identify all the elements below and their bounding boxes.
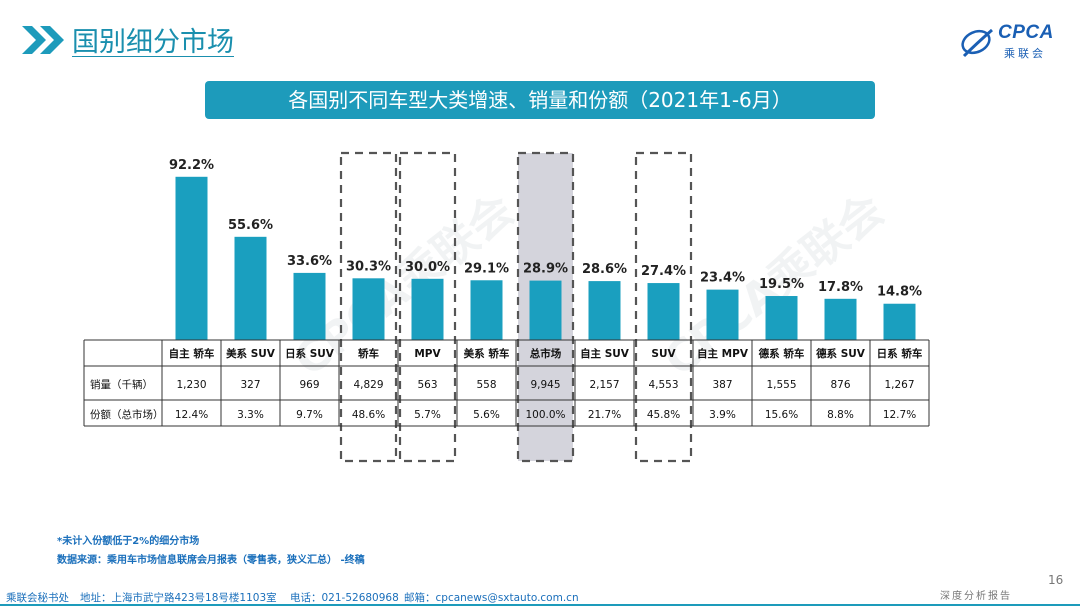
category-label: 自主 轿车 [169,347,215,360]
table-cell: 563 [417,379,437,391]
category-label: 自主 SUV [580,347,630,360]
bar [588,281,621,340]
bar-value-label: 92.2% [169,158,214,173]
bar [824,298,857,340]
bar [352,278,385,340]
table-cell: 12.4% [175,409,208,421]
table-cell: 3.3% [237,409,264,421]
report-label: 深度分析报告 [940,591,1012,602]
logo-text: CPCA [998,22,1054,43]
bar [706,289,739,340]
bar [470,280,503,340]
table-cell: 558 [476,379,496,391]
table-cell: 4,829 [353,379,383,391]
bar [529,280,562,340]
chevron-icon [22,26,64,54]
table-cell: 5.6% [473,409,500,421]
bar-value-label: 33.6% [287,254,332,269]
category-label: 德系 SUV [815,347,866,360]
category-label: 日系 SUV [285,347,335,360]
footer-org: 乘联会秘书处 [6,592,69,604]
table-row-label: 销量（千辆） [90,378,153,391]
table-cell: 21.7% [588,409,621,421]
data-table: 自主 轿车 美系 SUV 日系 SUV 轿车 MPV 美系 轿车 总市场 自主 SUV SUV 自… [83,339,930,427]
bar [411,278,444,340]
table-cell: 12.7% [883,409,916,421]
bar-value-label: 28.9% [523,262,568,277]
bar-value-label: 29.1% [464,261,509,276]
table-cell: 4,553 [648,379,678,391]
footnote-source: 数据来源：乘用车市场信息联席会月报表（零售表，狭义汇总） -终稿 [57,555,365,566]
bar-value-label: 19.5% [759,277,804,292]
table-cell: 969 [299,379,319,391]
bar-value-label: 55.6% [228,218,273,233]
table-cell: 2,157 [589,379,619,391]
table-cell: 5.7% [414,409,441,421]
table-cell: 327 [240,379,260,391]
page-title: 国别细分市场 [72,27,234,58]
logo-subtext: 乘联会 [1004,47,1046,60]
bar-value-label: 14.8% [877,285,922,300]
bar-value-label: 30.3% [346,259,391,274]
bar-value-label: 27.4% [641,264,686,279]
table-cell: 876 [830,379,850,391]
category-label: 自主 MPV [697,347,749,360]
bar [647,283,680,340]
category-label: 美系 轿车 [464,347,510,360]
bar-value-label: 17.8% [818,280,863,295]
footer-address: 地址：上海市武宁路423号18号楼1103室 [80,592,277,604]
chart-title: 各国别不同车型大类增速、销量和份额（2021年1-6月） [205,81,875,119]
cpca-logo-icon [961,28,993,58]
bar-value-label: 28.6% [582,262,627,277]
table-cell: 45.8% [647,409,680,421]
footer-line [0,604,1080,606]
table-row-label: 份额（总市场） [90,408,164,421]
bar-value-label: 23.4% [700,271,745,286]
table-cell: 8.8% [827,409,854,421]
bars-layer: 92.2% 55.6% 33.6% 30.3% 30.0% 29.1% 28.9% 28.6%… [169,158,922,340]
table-cell: 387 [712,379,732,391]
page-number: 16 [1048,573,1064,587]
category-label: 美系 SUV [226,347,276,360]
table-cell: 9.7% [296,409,323,421]
table-cell: 9,945 [530,379,560,391]
table-cell: 1,267 [884,379,914,391]
category-label: 日系 轿车 [877,347,923,360]
table-cell: 48.6% [352,409,385,421]
table-cell: 100.0% [525,409,565,421]
bar [234,236,267,340]
footer-phone: 电话：021-52680968 [290,592,399,604]
table-cell: 1,555 [766,379,796,391]
category-label: MPV [414,348,441,360]
table-cell: 1,230 [176,379,206,391]
table-cell: 15.6% [765,409,798,421]
bar [293,272,326,340]
footnote-share: *未计入份额低于2%的细分市场 [57,536,200,547]
table-cell: 3.9% [709,409,736,421]
bar-value-label: 30.0% [405,260,450,275]
footer-email[interactable]: 邮箱：cpcanews@sxtauto.com.cn [404,592,579,604]
bar [883,303,916,340]
bar [765,296,798,340]
category-label: SUV [651,348,676,360]
category-label: 轿车 [358,347,379,360]
bar [175,176,208,340]
category-label: 总市场 [530,347,562,360]
category-label: 德系 轿车 [758,347,805,360]
